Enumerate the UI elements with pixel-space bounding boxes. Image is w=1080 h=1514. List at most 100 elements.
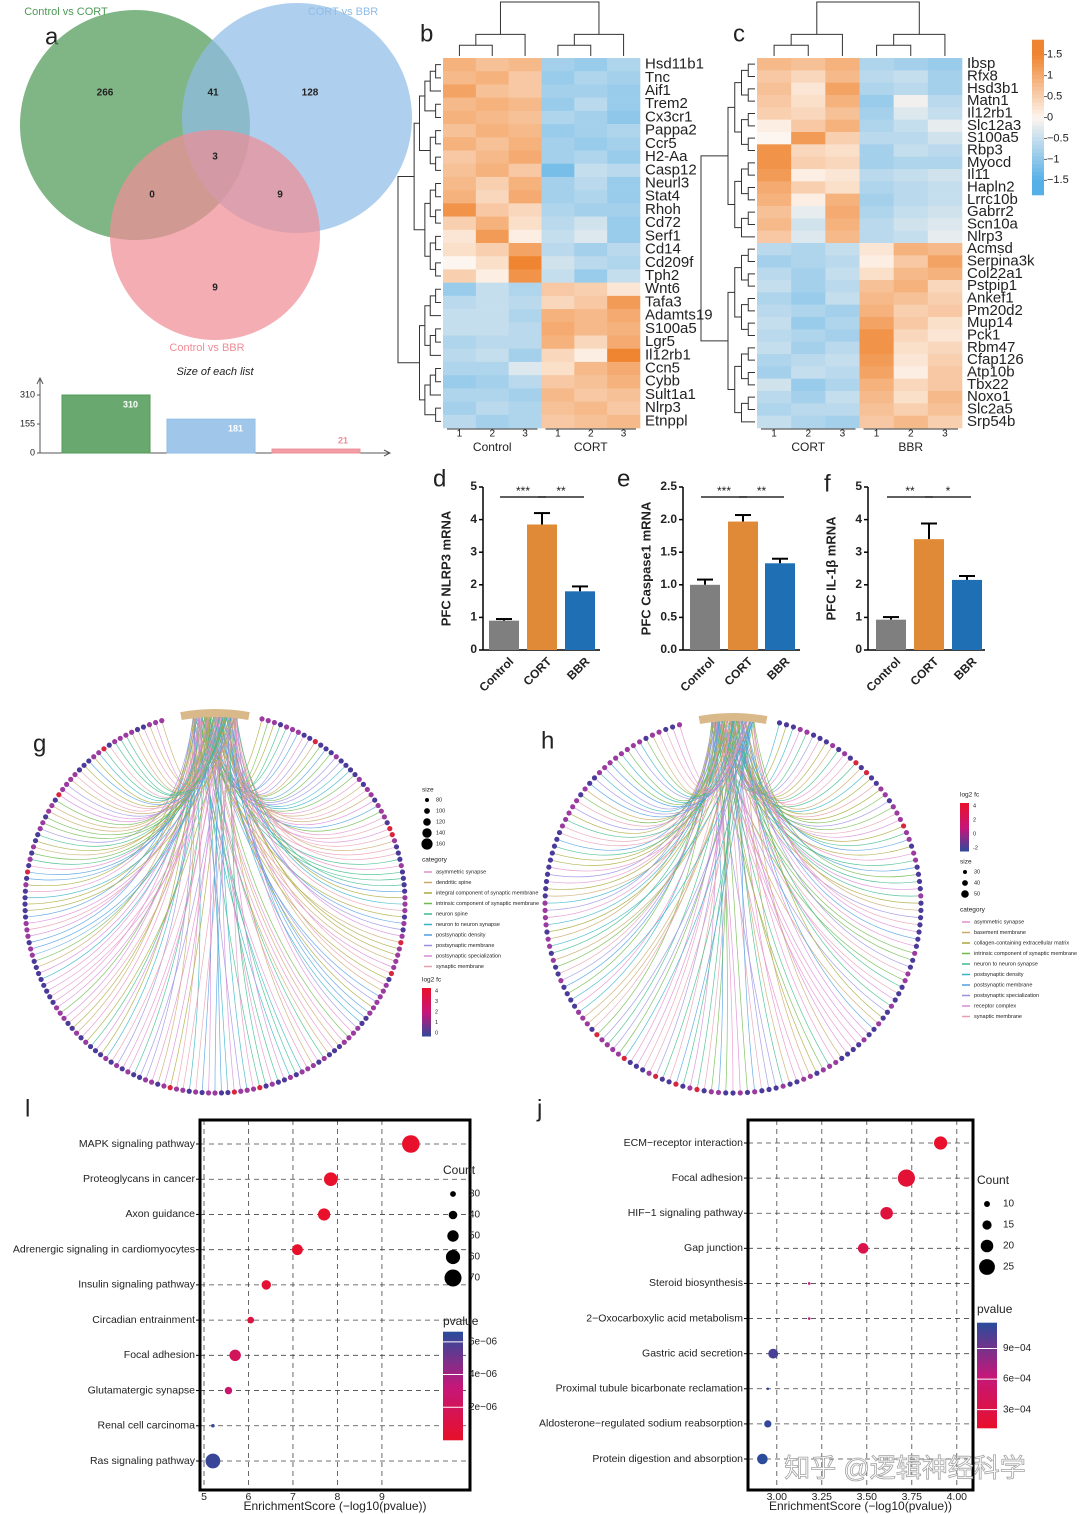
heat-cell	[791, 70, 826, 83]
column-label: 1	[771, 429, 777, 440]
heat-cell	[927, 304, 963, 318]
heat-cell	[927, 403, 963, 416]
heat-cell	[607, 269, 641, 283]
heat-cell	[475, 282, 509, 297]
node	[401, 914, 408, 920]
legend-label: synaptic membrane	[974, 1014, 1022, 1020]
heat-cell	[791, 206, 826, 219]
link	[615, 717, 726, 805]
colorbar-segment	[977, 1369, 997, 1374]
heat-cell	[757, 107, 792, 120]
heat-cell	[508, 190, 542, 204]
colorbar-segment	[1032, 140, 1044, 145]
node	[355, 1025, 361, 1031]
colorbar-segment	[1032, 183, 1044, 188]
node	[352, 771, 358, 778]
y-tick-label: 1	[855, 610, 862, 624]
set-label: Control vs BBR	[169, 342, 244, 354]
node	[544, 929, 550, 935]
heat-cell	[475, 414, 509, 429]
y-tick-label: Proximal tubule bicarbonate reclamation	[556, 1383, 744, 1395]
link	[572, 717, 717, 831]
node	[737, 1090, 743, 1096]
colorbar-segment	[1032, 144, 1044, 149]
node	[180, 1087, 186, 1093]
heat-cell	[859, 181, 894, 194]
node	[780, 1083, 786, 1089]
heat-cell	[443, 137, 477, 151]
heat-cell	[757, 58, 792, 71]
heat-cell	[825, 267, 860, 281]
heat-cell	[825, 119, 860, 133]
node	[687, 1085, 693, 1091]
node	[173, 1086, 180, 1092]
node	[281, 1077, 288, 1083]
heat-cell	[443, 216, 477, 231]
heat-cell	[927, 132, 963, 145]
colorbar-segment	[443, 1380, 463, 1384]
significance-label: **	[556, 484, 566, 498]
heat-cell	[475, 269, 509, 283]
node	[63, 781, 70, 787]
node	[546, 943, 553, 949]
heat-cell	[607, 322, 641, 336]
colorbar-segment	[443, 1361, 463, 1365]
link	[235, 714, 405, 887]
node	[575, 1009, 582, 1015]
heat-cell	[825, 193, 860, 207]
colorbar-segment	[1032, 59, 1044, 64]
y-tick-label: 1.0	[660, 577, 677, 591]
heat-cell	[574, 282, 608, 297]
node	[386, 976, 392, 983]
link	[55, 712, 212, 825]
heat-cell	[475, 216, 509, 231]
node	[400, 927, 406, 933]
y-tick-label: Focal adhesion	[124, 1349, 195, 1361]
heat-cell	[541, 322, 575, 336]
colorbar-segment	[443, 1356, 463, 1360]
x-tick-label: 9	[379, 1491, 385, 1503]
link	[155, 713, 202, 789]
value-label: 21	[338, 435, 348, 445]
heat-cell	[825, 218, 860, 231]
node	[596, 770, 603, 776]
colorbar-segment	[960, 812, 969, 816]
row-label: Il12rb1	[967, 104, 1013, 121]
colorbar-label: 0	[973, 831, 976, 837]
heat-cell	[791, 218, 826, 231]
node	[773, 1085, 779, 1091]
heat-cell	[825, 304, 860, 318]
heat-cell	[825, 415, 860, 429]
heat-cell	[927, 95, 963, 108]
node	[842, 751, 848, 757]
heat-cell	[443, 71, 477, 85]
node	[275, 1079, 281, 1085]
node	[917, 922, 923, 928]
heat-cell	[508, 176, 542, 191]
heat-cell	[825, 366, 860, 379]
heat-cell	[508, 163, 542, 178]
legend-label: dendritic spine	[436, 880, 471, 886]
colorbar-segment	[1032, 117, 1044, 122]
link	[226, 713, 387, 986]
panel-letter: d	[433, 465, 446, 492]
node	[570, 804, 576, 810]
dot	[807, 1317, 811, 1320]
heat-cell	[574, 256, 608, 270]
dot	[224, 1386, 233, 1395]
x-tick-label: 4.00	[947, 1491, 968, 1503]
row-label: Stat4	[645, 188, 680, 205]
y-tick-label: 3	[470, 544, 477, 558]
heat-cell	[757, 144, 792, 157]
node	[289, 726, 296, 733]
network-links	[25, 712, 405, 1094]
node	[561, 984, 567, 990]
heat-cell	[508, 282, 542, 297]
watermark: 知乎 @逻辑神经科学	[784, 1453, 1026, 1483]
link	[568, 717, 715, 834]
colorbar-segment	[977, 1364, 997, 1368]
link	[217, 713, 248, 1091]
row-label: Cd72	[645, 214, 681, 231]
node	[766, 1086, 772, 1093]
colorbar-segment	[422, 1031, 431, 1035]
